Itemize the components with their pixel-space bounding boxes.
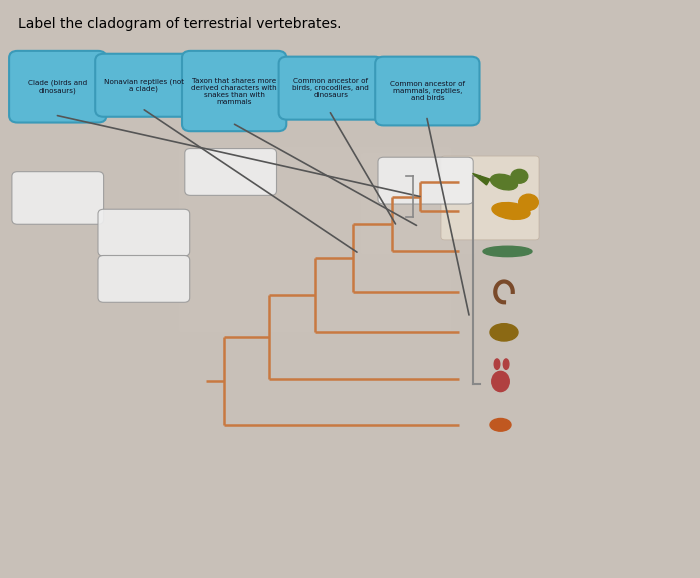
Ellipse shape — [483, 246, 532, 257]
FancyBboxPatch shape — [360, 153, 476, 254]
FancyBboxPatch shape — [182, 51, 286, 131]
FancyBboxPatch shape — [279, 57, 383, 120]
FancyBboxPatch shape — [378, 157, 473, 204]
Ellipse shape — [503, 359, 509, 369]
Ellipse shape — [494, 359, 500, 369]
Text: Common ancestor of
birds, crocodiles, and
dinosaurs: Common ancestor of birds, crocodiles, an… — [293, 78, 369, 98]
Text: Taxon that shares more
derived characters with
snakes than with
mammals: Taxon that shares more derived character… — [191, 77, 277, 105]
FancyBboxPatch shape — [95, 54, 192, 117]
Ellipse shape — [490, 418, 511, 431]
Circle shape — [519, 194, 538, 210]
Polygon shape — [473, 173, 490, 185]
FancyBboxPatch shape — [178, 147, 452, 332]
Ellipse shape — [490, 324, 518, 341]
FancyBboxPatch shape — [12, 172, 104, 224]
FancyBboxPatch shape — [9, 51, 106, 123]
Ellipse shape — [491, 174, 517, 190]
FancyBboxPatch shape — [441, 156, 539, 240]
Circle shape — [511, 169, 528, 183]
FancyBboxPatch shape — [375, 57, 480, 125]
Text: Common ancestor of
mammals, reptiles,
and birds: Common ancestor of mammals, reptiles, an… — [390, 81, 465, 101]
Text: Nonavian reptiles (not
a clade): Nonavian reptiles (not a clade) — [104, 78, 184, 92]
FancyBboxPatch shape — [185, 149, 276, 195]
Text: Clade (birds and
dinosaurs): Clade (birds and dinosaurs) — [28, 80, 88, 94]
FancyBboxPatch shape — [98, 209, 190, 256]
Text: Label the cladogram of terrestrial vertebrates.: Label the cladogram of terrestrial verte… — [18, 17, 341, 31]
Ellipse shape — [492, 202, 530, 220]
FancyBboxPatch shape — [98, 255, 190, 302]
Ellipse shape — [491, 372, 510, 392]
